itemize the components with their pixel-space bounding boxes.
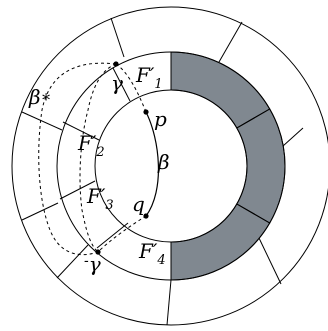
point-q [143,213,149,219]
gamma-dashed-q-to-bottom [97,215,147,253]
point-p [143,109,149,115]
label-gamma-top: γ [111,71,123,95]
label-F4: F′4 [138,239,166,268]
beta-curve [145,111,160,217]
gamma-dashed-loop-outer [38,62,117,256]
point-gamma-top [113,61,119,67]
label-p: p [154,107,167,131]
gamma-dashed-loop-inner [79,63,117,253]
inner-circle [94,89,248,243]
outer-ring-dividers [21,17,304,326]
label-F2: F′2 [77,131,105,160]
label-q: q [132,192,145,216]
label-F3: F′3 [86,184,114,213]
point-gamma-bottom [95,249,101,255]
label-F1: F′1 [135,63,163,92]
outer-circle [11,6,328,326]
gamma-dashed-top-to-p [115,63,147,113]
label-beta: β [157,150,170,174]
middle-ring-dividers [59,52,270,280]
label-beta-star: β∗ [28,85,51,109]
label-gamma-bottom: -γ [84,252,101,276]
